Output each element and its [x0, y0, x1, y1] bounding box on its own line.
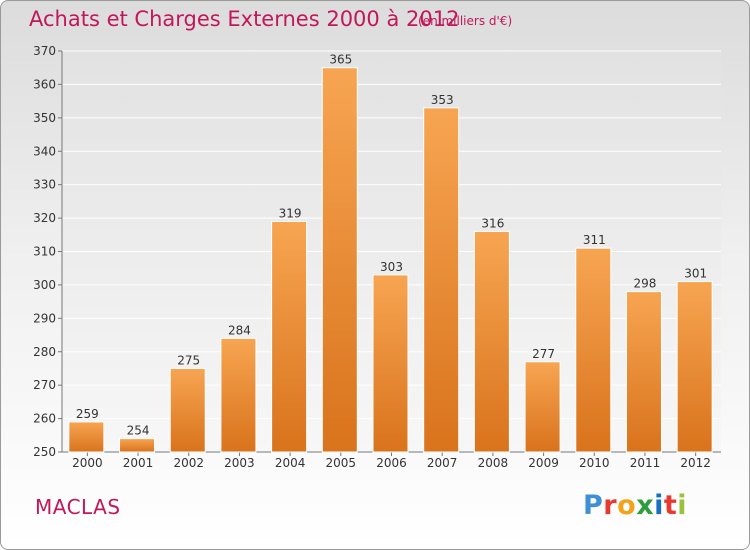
x-tick-label: 2009 — [528, 456, 559, 470]
value-label: 301 — [684, 267, 707, 281]
y-tick-label: 310 — [33, 245, 56, 259]
logo-letter: r — [603, 490, 618, 521]
logo-letter: o — [617, 490, 637, 521]
bar-2007 — [423, 107, 460, 453]
value-label: 365 — [329, 53, 352, 67]
bar-2006 — [372, 274, 409, 453]
x-tick-label: 2006 — [376, 456, 407, 470]
value-label: 303 — [380, 260, 403, 274]
value-label: 284 — [228, 323, 251, 337]
bar-2011 — [625, 291, 662, 453]
logo-letter: P — [583, 490, 604, 521]
x-tick-label: 2007 — [427, 456, 458, 470]
bar-2008 — [473, 230, 510, 453]
value-label: 275 — [177, 353, 200, 367]
x-tick-label: 2003 — [224, 456, 255, 470]
value-label: 316 — [481, 216, 504, 230]
value-label: 259 — [76, 407, 99, 421]
y-tick-label: 300 — [33, 278, 56, 292]
bar-2009 — [524, 361, 561, 453]
bar-2012 — [676, 281, 713, 453]
value-label: 298 — [634, 277, 657, 291]
x-tick-label: 2001 — [123, 456, 154, 470]
x-tick-label: 2008 — [478, 456, 509, 470]
value-label: 254 — [127, 424, 150, 438]
logo-letter: i — [654, 490, 664, 521]
x-tick-label: 2004 — [275, 456, 306, 470]
y-tick-label: 260 — [33, 412, 56, 426]
value-label: 319 — [279, 206, 302, 220]
bar-2002 — [169, 367, 206, 453]
value-label: 277 — [532, 347, 555, 361]
x-tick-label: 2012 — [680, 456, 711, 470]
bars — [68, 67, 713, 453]
bar-2010 — [575, 247, 612, 453]
x-tick-label: 2011 — [630, 456, 661, 470]
value-labels: 259 254 275 284 319 365 303 353 316 277 311 298 301 — [76, 53, 707, 438]
x-tick-label: 2010 — [579, 456, 610, 470]
chart-title: Achats et Charges Externes 2000 à 2012 — [29, 7, 460, 31]
y-tick-label: 360 — [33, 77, 56, 91]
y-tick-label: 370 — [33, 44, 56, 58]
y-tick-label: 280 — [33, 345, 56, 359]
logo-letter: i — [677, 490, 688, 521]
logo-letter: t — [663, 490, 678, 521]
x-tick-label: 2005 — [326, 456, 357, 470]
bar-2005 — [321, 67, 358, 453]
y-tick-label: 340 — [33, 144, 56, 158]
y-tick-label: 350 — [33, 111, 56, 125]
x-tick-label: 2002 — [173, 456, 204, 470]
y-tick-label: 290 — [33, 311, 56, 325]
chart-subtitle: (en milliers d'€) — [418, 14, 513, 28]
proxiti-logo: Proxiti — [583, 490, 687, 521]
value-label: 353 — [431, 93, 454, 107]
x-tick-label: 2000 — [72, 456, 103, 470]
bar-2003 — [220, 337, 257, 453]
bar-2000 — [68, 421, 105, 453]
value-label: 311 — [583, 233, 606, 247]
logo-letter: x — [636, 490, 655, 521]
y-tick-label: 330 — [33, 178, 56, 192]
bar-2004 — [271, 220, 308, 453]
y-tick-label: 250 — [33, 445, 56, 459]
bar-2001 — [119, 438, 156, 453]
y-tick-label: 320 — [33, 211, 56, 225]
place-name: MACLAS — [35, 495, 121, 519]
y-tick-label: 270 — [33, 378, 56, 392]
